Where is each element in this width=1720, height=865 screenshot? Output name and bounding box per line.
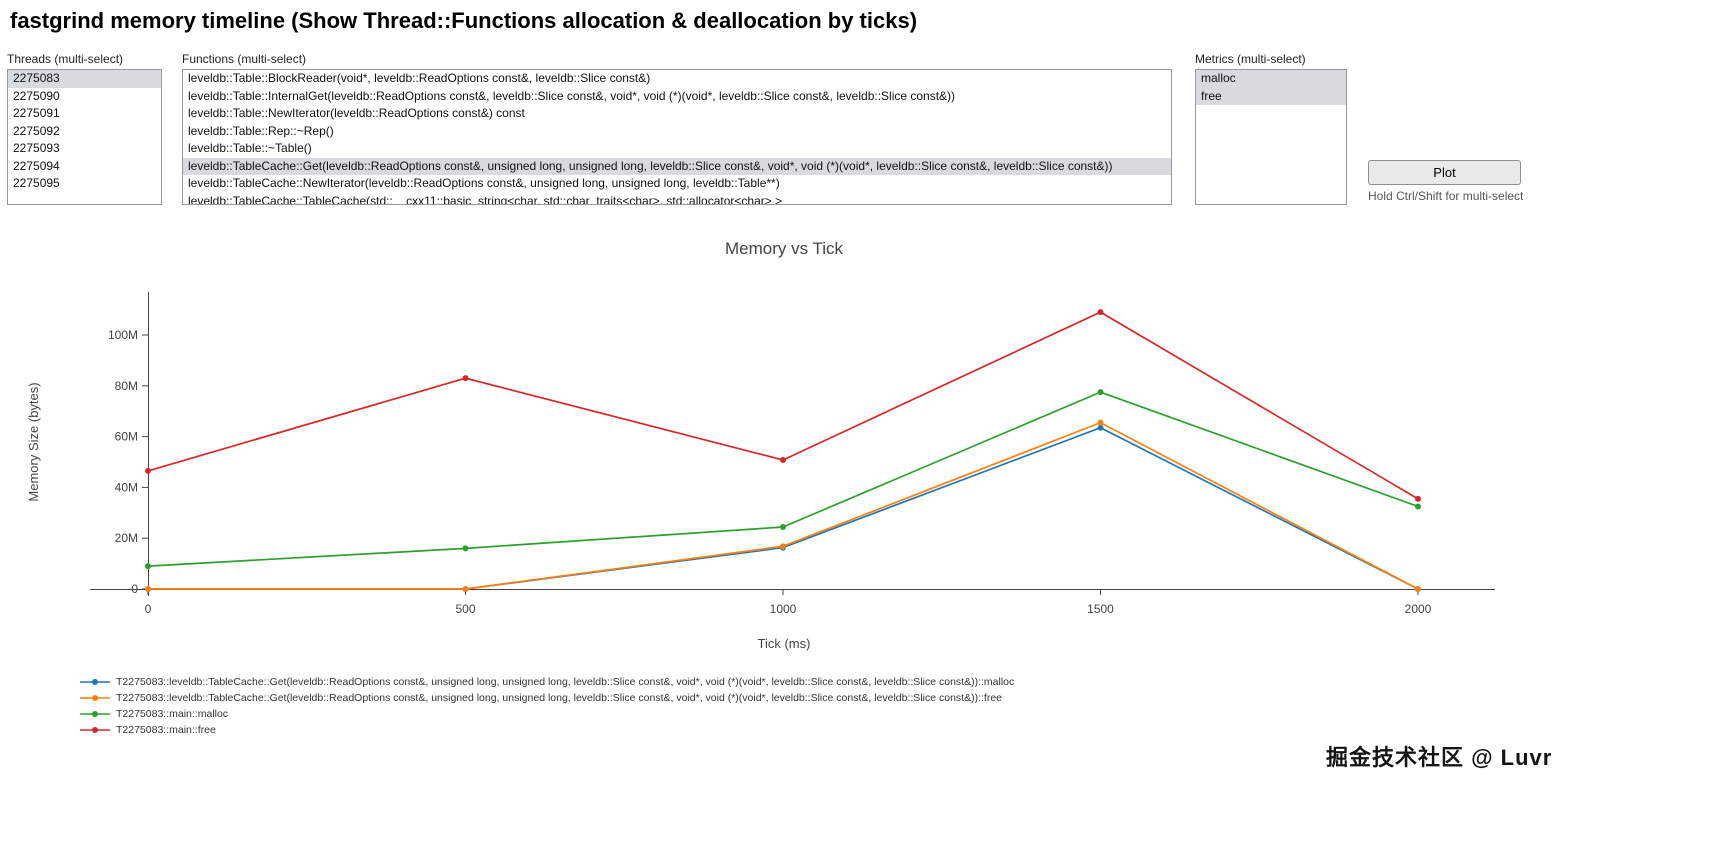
series-point <box>1097 389 1104 396</box>
plot-group: Plot Hold Ctrl/Shift for multi-select <box>1368 160 1524 203</box>
chart-legend: T2275083::leveldb::TableCache::Get(level… <box>80 674 1014 738</box>
series-point <box>145 586 151 592</box>
series-point <box>1097 424 1104 431</box>
series-point <box>780 543 786 550</box>
x-tick-label: 500 <box>455 602 475 616</box>
legend-item[interactable]: T2275083::leveldb::TableCache::Get(level… <box>80 674 1014 690</box>
list-option[interactable]: leveldb::Table::NewIterator(leveldb::Rea… <box>188 106 525 120</box>
list-option[interactable]: 2275094 <box>13 158 60 173</box>
list-option[interactable]: leveldb::TableCache::NewIterator(leveldb… <box>188 176 780 190</box>
y-axis-title: Memory Size (bytes) <box>26 382 41 501</box>
legend-marker <box>80 679 110 685</box>
functions-label: Functions (multi-select) <box>182 52 307 66</box>
list-option[interactable]: 2275093 <box>13 141 60 155</box>
series-line <box>147 391 1419 567</box>
list-option[interactable]: leveldb::Table::BlockReader(void*, level… <box>188 71 651 85</box>
threads-group: Threads (multi-select) 2275083 2275090 227… <box>7 52 162 205</box>
threads-label: Threads (multi-select) <box>7 52 124 66</box>
y-tick-label: 40M <box>115 480 138 494</box>
series-point <box>780 524 786 531</box>
legend-label: T2275083::leveldb::TableCache::Get(level… <box>116 692 1002 704</box>
list-option[interactable]: leveldb::Table::InternalGet(leveldb::Rea… <box>188 88 956 103</box>
page-title: fastgrind memory timeline (Show Thread::… <box>10 8 918 33</box>
metrics-list[interactable]: malloc free <box>1195 69 1347 205</box>
multiselect-hint: Hold Ctrl/Shift for multi-select <box>1368 189 1524 203</box>
series-line <box>148 426 1419 590</box>
y-tick-label: 60M <box>115 430 138 444</box>
list-option[interactable]: leveldb::TableCache::Get(leveldb::ReadOp… <box>183 157 1171 175</box>
series-point <box>145 467 151 474</box>
watermark: 掘金技术社区 @ Luvr <box>1326 745 1553 770</box>
legend-label: T2275083::main::free <box>116 724 216 736</box>
legend-marker <box>80 711 110 717</box>
list-option[interactable]: 2275095 <box>13 176 60 190</box>
legend-label: T2275083::main::malloc <box>116 708 229 720</box>
series-point <box>462 375 469 382</box>
list-option[interactable]: 2275090 <box>13 88 60 103</box>
series-point <box>145 563 151 570</box>
x-tick-label: 0 <box>145 602 152 616</box>
list-option[interactable]: 2275092 <box>13 123 60 138</box>
legend-item[interactable]: T2275083::leveldb::TableCache::Get(level… <box>80 690 1014 706</box>
series-point <box>1415 586 1421 592</box>
y-tick-label: 0 <box>131 582 138 596</box>
series-point <box>1415 503 1421 510</box>
functions-list[interactable]: leveldb::Table::BlockReader(void*, level… <box>182 69 1172 205</box>
x-tick-label: 1000 <box>770 602 797 616</box>
list-option[interactable]: malloc <box>1196 70 1346 88</box>
legend-item[interactable]: T2275083::main::free <box>80 722 1014 738</box>
legend-marker <box>80 695 110 701</box>
list-option[interactable]: 2275091 <box>13 106 60 120</box>
metrics-group: Metrics (multi-select) malloc free <box>1195 52 1347 205</box>
series-point <box>1097 309 1104 316</box>
threads-list[interactable]: 2275083 2275090 2275091 2275092 2275093 22750… <box>7 69 162 205</box>
legend-label: T2275083::leveldb::TableCache::Get(level… <box>116 676 1015 688</box>
y-tick-label: 20M <box>115 531 138 545</box>
legend-marker <box>80 727 110 733</box>
legend-item[interactable]: T2275083::main::malloc <box>80 706 1014 722</box>
x-axis-title: Tick (ms) <box>758 636 811 651</box>
y-tick-label: 80M <box>115 379 138 393</box>
metrics-label: Metrics (multi-select) <box>1195 52 1306 66</box>
series-point <box>462 586 469 592</box>
series-point <box>1415 495 1421 502</box>
y-tick-label: 100M <box>108 328 138 342</box>
chart-title: Memory vs Tick <box>725 239 844 258</box>
plot-button[interactable]: Plot <box>1368 160 1521 185</box>
series-line <box>148 421 1419 590</box>
series-point <box>462 545 469 552</box>
functions-group: Functions (multi-select) leveldb::Table:… <box>182 52 1172 205</box>
x-tick-label: 1500 <box>1087 602 1114 616</box>
x-tick-label: 2000 <box>1405 602 1432 616</box>
list-option[interactable]: leveldb::Table::~Table() <box>188 141 312 155</box>
list-option[interactable]: 2275083 <box>8 70 161 88</box>
list-option[interactable]: leveldb::Table::Rep::~Rep() <box>188 123 334 138</box>
list-option[interactable]: leveldb::TableCache::TableCache(std::__c… <box>188 193 783 205</box>
series-point <box>780 456 786 463</box>
list-option[interactable]: free <box>1196 87 1346 105</box>
chart-svg: Memory vs Tick 0 500 1000 1500 2000 0 20M 40M 60M… <box>26 239 1495 651</box>
series-point <box>1097 419 1104 426</box>
series-line <box>147 311 1419 500</box>
